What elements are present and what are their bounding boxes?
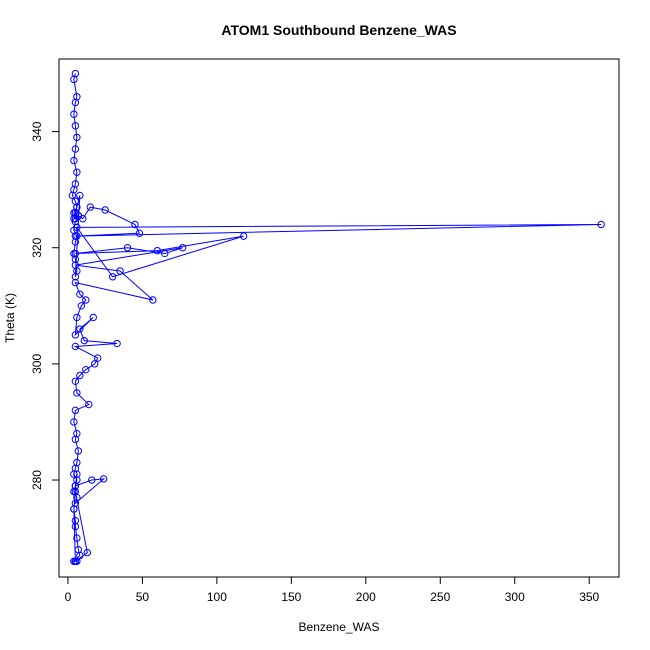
data-point xyxy=(131,220,139,229)
x-axis-label: Benzene_WAS xyxy=(299,620,380,634)
data-point xyxy=(71,238,80,246)
data-point xyxy=(71,122,80,130)
data-point xyxy=(123,244,132,252)
y-tick-label: 280 xyxy=(30,470,44,490)
data-point xyxy=(149,296,157,304)
data-point xyxy=(70,156,78,165)
data-point xyxy=(76,371,84,380)
x-tick-label: 300 xyxy=(505,590,525,604)
data-point xyxy=(94,354,102,362)
data-point xyxy=(73,389,81,397)
data-point xyxy=(79,215,87,223)
data-point xyxy=(89,313,97,322)
x-tick-label: 250 xyxy=(430,590,450,604)
data-point xyxy=(161,249,169,258)
data-point xyxy=(76,551,84,560)
data-point xyxy=(70,505,78,513)
data-point xyxy=(76,290,84,298)
data-point xyxy=(76,191,84,200)
series-line xyxy=(71,73,602,562)
data-point xyxy=(116,267,124,275)
data-point xyxy=(73,168,81,176)
y-tick-label: 340 xyxy=(30,121,44,141)
plot-frame xyxy=(58,58,620,578)
data-point xyxy=(597,220,605,229)
data-point xyxy=(178,244,187,252)
data-point xyxy=(80,336,89,345)
data-point xyxy=(71,377,80,385)
data-point xyxy=(71,232,80,240)
data-point xyxy=(86,203,94,211)
data-point xyxy=(71,522,80,531)
data-point xyxy=(71,406,80,415)
data-point xyxy=(71,516,80,525)
data-point xyxy=(71,261,80,269)
x-tick-label: 200 xyxy=(356,590,376,604)
data-point xyxy=(108,273,117,281)
data-point xyxy=(113,339,121,348)
x-tick-label: 150 xyxy=(281,590,301,604)
data-point xyxy=(91,360,99,368)
y-axis-label: Theta (K) xyxy=(3,293,17,343)
x-axis: 0 50 100 150 200 250 300 350 xyxy=(65,576,600,604)
data-point xyxy=(73,133,81,142)
data-point xyxy=(71,435,80,444)
data-point xyxy=(73,313,81,322)
data-point xyxy=(70,75,78,84)
y-axis: 280 300 320 340 xyxy=(30,121,60,490)
y-tick-label: 300 xyxy=(30,354,44,374)
data-point xyxy=(101,206,109,214)
series-layer xyxy=(68,69,605,566)
x-tick-label: 350 xyxy=(579,590,599,604)
data-point xyxy=(71,255,80,264)
data-point xyxy=(71,487,80,496)
data-point xyxy=(73,534,81,542)
data-point xyxy=(82,296,90,304)
data-point xyxy=(71,482,80,490)
y-tick-label: 320 xyxy=(30,237,44,257)
data-point xyxy=(239,232,248,240)
data-point xyxy=(153,246,162,255)
chart-title: ATOM1 Southbound Benzene_WAS xyxy=(221,22,456,38)
data-point xyxy=(83,548,92,557)
data-point xyxy=(135,229,144,237)
data-point xyxy=(82,365,90,374)
data-point xyxy=(77,302,86,310)
x-tick-label: 50 xyxy=(136,590,150,604)
data-point xyxy=(71,342,80,351)
data-point xyxy=(71,98,80,107)
data-point xyxy=(88,476,96,484)
data-point xyxy=(99,475,108,483)
data-point xyxy=(76,325,84,333)
data-point xyxy=(73,470,81,478)
x-tick-label: 100 xyxy=(207,590,227,604)
data-point xyxy=(68,191,77,200)
data-point xyxy=(70,110,78,118)
data-point xyxy=(73,223,81,232)
data-point xyxy=(71,145,80,153)
data-point xyxy=(71,249,80,258)
data-point xyxy=(70,470,78,478)
data-point xyxy=(70,418,78,426)
data-point xyxy=(85,400,93,409)
data-point xyxy=(71,278,80,287)
data-point xyxy=(71,273,80,281)
data-point xyxy=(74,447,83,455)
data-point xyxy=(71,557,80,566)
x-tick-label: 0 xyxy=(65,590,72,604)
data-point xyxy=(71,331,80,339)
